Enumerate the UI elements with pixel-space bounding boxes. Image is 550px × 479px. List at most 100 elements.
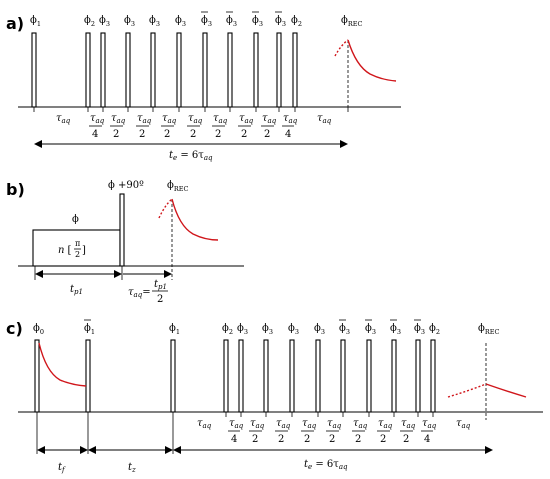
svg-text:2: 2 xyxy=(241,129,247,140)
pulse-phi3-bar xyxy=(202,32,208,108)
pulse-phi3 xyxy=(150,32,156,108)
te-label: te = 6τaq xyxy=(169,150,213,162)
svg-text:τaq: τaq xyxy=(239,113,254,125)
pulse-phi0 xyxy=(34,339,40,413)
svg-text:2: 2 xyxy=(252,434,258,445)
pulse-phi2 xyxy=(430,339,436,413)
svg-text:τaq: τaq xyxy=(213,113,228,125)
svg-text:τaq: τaq xyxy=(302,418,317,430)
pulse-phi2 xyxy=(85,32,91,108)
svg-text:2: 2 xyxy=(355,434,361,445)
panel-c-label: c) xyxy=(6,319,23,338)
svg-text:]: ] xyxy=(82,245,86,256)
svg-text:τaq: τaq xyxy=(283,113,298,125)
svg-text:τaq: τaq xyxy=(162,113,177,125)
block-label: n[ xyxy=(58,245,71,256)
svg-text:4: 4 xyxy=(424,434,430,445)
svg-text:ϕ3: ϕ3 xyxy=(252,15,263,28)
phi-plus-90-label: ϕ +90º xyxy=(108,180,144,191)
pulse-phi3 xyxy=(100,32,106,108)
svg-text:2: 2 xyxy=(164,129,170,140)
svg-text:τaq: τaq xyxy=(197,418,212,430)
svg-text:ϕ3: ϕ3 xyxy=(262,323,273,336)
pulse-phi1 xyxy=(31,32,37,108)
pulse-phi2 xyxy=(292,32,298,108)
svg-text:ϕREC: ϕREC xyxy=(341,15,362,28)
svg-text:ϕ3: ϕ3 xyxy=(288,323,299,336)
svg-text:ϕ3: ϕ3 xyxy=(339,323,350,336)
svg-text:4: 4 xyxy=(285,129,291,140)
svg-text:2: 2 xyxy=(190,129,196,140)
nutation-block xyxy=(32,229,121,267)
panel-a-delays: τaq τaq 4 τaq 2 τaq 2 τaq 2 τaq 2 τaq 2 … xyxy=(56,113,332,140)
panel-c-ticks xyxy=(36,412,434,454)
pulse-phi1-bar xyxy=(85,339,91,413)
svg-text:ϕ3: ϕ3 xyxy=(237,323,248,336)
pulse-phi3-bar xyxy=(391,339,397,413)
panel-a-label: a) xyxy=(6,14,24,33)
svg-text:ϕ1: ϕ1 xyxy=(169,323,180,336)
svg-text:ϕ0: ϕ0 xyxy=(33,323,44,336)
tp1-label: tp1 xyxy=(70,284,83,296)
panel-a: a) ϕ1 ϕ2 ϕ3 ϕ3 ϕ3 ϕ3 ϕ3 ϕ3 ϕ3 ϕ3 ϕ2 ϕREC xyxy=(6,11,401,162)
fid-tf xyxy=(38,342,87,387)
svg-text:ϕ2: ϕ2 xyxy=(84,15,95,28)
echo-decay-c xyxy=(485,383,527,398)
panel-c-phase-labels: ϕ0 ϕ1 ϕ1 ϕ2 ϕ3 ϕ3 ϕ3 ϕ3 ϕ3 ϕ3 ϕ3 ϕ3 ϕ2 ϕ… xyxy=(33,323,499,336)
svg-text:tp1: tp1 xyxy=(154,279,167,291)
te-label-c: te = 6τaq xyxy=(304,459,348,471)
panel-c-delays: τaq τaq 4 τaq 2 τaq 2 τaq 2 τaq 2 τaq 2 … xyxy=(197,418,471,445)
svg-text:τaq: τaq xyxy=(456,418,471,430)
pulse-phi3-bar xyxy=(276,32,282,108)
echo-rise-b xyxy=(158,198,173,219)
echo-rise xyxy=(334,39,349,57)
rec-label-b: ϕREC xyxy=(167,180,188,193)
echo-decay xyxy=(347,39,397,82)
svg-text:τaq: τaq xyxy=(317,113,332,125)
panel-a-phase-labels: ϕ1 ϕ2 ϕ3 ϕ3 ϕ3 ϕ3 ϕ3 ϕ3 ϕ3 ϕ3 ϕ2 ϕREC xyxy=(30,15,362,28)
svg-text:2: 2 xyxy=(139,129,145,140)
pulse-phi3 xyxy=(176,32,182,108)
pulse-phi3-bar xyxy=(227,32,233,108)
svg-text:ϕ3: ϕ3 xyxy=(99,15,110,28)
svg-text:ϕ1: ϕ1 xyxy=(30,15,41,28)
echo-rise-c xyxy=(447,383,487,398)
svg-text:ϕ3: ϕ3 xyxy=(314,323,325,336)
svg-text:τaq: τaq xyxy=(378,418,393,430)
pulse-phi-plus-90 xyxy=(119,193,125,267)
svg-text:ϕREC: ϕREC xyxy=(478,323,499,336)
svg-text:ϕ2: ϕ2 xyxy=(429,323,440,336)
svg-text:τaq: τaq xyxy=(327,418,342,430)
svg-text:τaq: τaq xyxy=(90,113,105,125)
pulse-phi3 xyxy=(315,339,321,413)
svg-text:ϕ3: ϕ3 xyxy=(275,15,286,28)
svg-text:τaq: τaq xyxy=(250,418,265,430)
svg-text:τaq: τaq xyxy=(353,418,368,430)
pulse-phi3 xyxy=(263,339,269,413)
pulse-phi2 xyxy=(223,339,229,413)
svg-text:τaq: τaq xyxy=(262,113,277,125)
pulse-phi3 xyxy=(125,32,131,108)
svg-text:2: 2 xyxy=(113,129,119,140)
tz-label: tz xyxy=(128,462,136,474)
pulse-phi3 xyxy=(289,339,295,413)
pulse-phi3-bar xyxy=(366,339,372,413)
svg-text:τaq: τaq xyxy=(188,113,203,125)
pulse-phi3-bar xyxy=(415,339,421,413)
svg-text:2: 2 xyxy=(329,434,335,445)
pulse-phi3 xyxy=(238,339,244,413)
pulse-phi1 xyxy=(170,339,176,413)
svg-text:ϕ3: ϕ3 xyxy=(390,323,401,336)
block-phase-label: ϕ xyxy=(72,214,79,225)
svg-text:ϕ2: ϕ2 xyxy=(222,323,233,336)
svg-text:4: 4 xyxy=(231,434,237,445)
svg-text:2: 2 xyxy=(278,434,284,445)
pulse-phi3-bar xyxy=(340,339,346,413)
svg-text:ϕ3: ϕ3 xyxy=(201,15,212,28)
panel-c: c) ϕ0 ϕ1 ϕ1 ϕ2 ϕ3 ϕ3 ϕ3 ϕ3 ϕ3 ϕ3 ϕ3 ϕ3 ϕ… xyxy=(6,319,543,474)
svg-text:τaq: τaq xyxy=(56,113,71,125)
echo-decay-b xyxy=(171,198,219,241)
svg-text:2: 2 xyxy=(403,434,409,445)
tau-aq-eq-label: τaq= xyxy=(128,287,151,299)
